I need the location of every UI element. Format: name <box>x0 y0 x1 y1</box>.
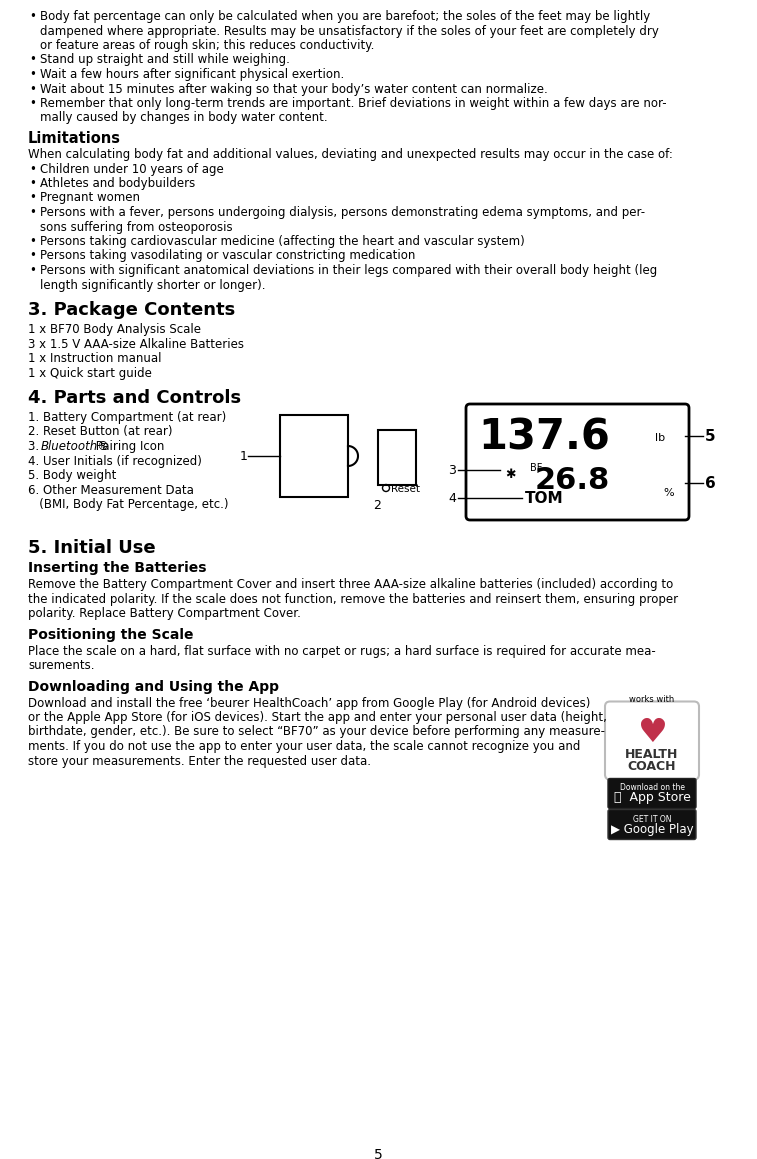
Text: ▶ Google Play: ▶ Google Play <box>611 824 693 837</box>
Text: 4. Parts and Controls: 4. Parts and Controls <box>28 389 241 407</box>
Text: TOM: TOM <box>525 491 564 506</box>
Text: 1 x Instruction manual: 1 x Instruction manual <box>28 352 161 365</box>
Text: •: • <box>29 206 36 219</box>
Text: Persons taking cardiovascular medicine (affecting the heart and vascular system): Persons taking cardiovascular medicine (… <box>40 235 525 248</box>
Text: Athletes and bodybuilders: Athletes and bodybuilders <box>40 177 195 190</box>
Text: or the Apple App Store (for iOS devices). Start the app and enter your personal : or the Apple App Store (for iOS devices)… <box>28 710 607 724</box>
Text: Bluetooth®: Bluetooth® <box>41 440 110 453</box>
Text: length significantly shorter or longer).: length significantly shorter or longer). <box>40 278 266 292</box>
Text: birthdate, gender, etc.). Be sure to select “BF70” as your device before perform: birthdate, gender, etc.). Be sure to sel… <box>28 726 605 738</box>
Text: 4: 4 <box>448 493 456 505</box>
Text: (BMI, Body Fat Percentage, etc.): (BMI, Body Fat Percentage, etc.) <box>28 498 229 511</box>
Text: sons suffering from osteoporosis: sons suffering from osteoporosis <box>40 220 232 233</box>
Text: Reset: Reset <box>391 484 420 494</box>
Text: Body fat percentage can only be calculated when you are barefoot; the soles of t: Body fat percentage can only be calculat… <box>40 10 650 23</box>
Text:   App Store:  App Store <box>614 792 690 804</box>
Text: works with: works with <box>629 694 674 704</box>
Text: 5: 5 <box>374 1149 383 1159</box>
Text: 4. User Initials (if recognized): 4. User Initials (if recognized) <box>28 454 202 467</box>
FancyBboxPatch shape <box>608 779 696 809</box>
Text: •: • <box>29 177 36 190</box>
Text: 5: 5 <box>705 429 715 444</box>
Text: Remember that only long-term trends are important. Brief deviations in weight wi: Remember that only long-term trends are … <box>40 97 667 110</box>
Text: Place the scale on a hard, flat surface with no carpet or rugs; a hard surface i: Place the scale on a hard, flat surface … <box>28 644 656 657</box>
Text: 3. Package Contents: 3. Package Contents <box>28 301 235 319</box>
Text: ✱: ✱ <box>505 468 516 481</box>
Text: 3.: 3. <box>28 440 43 453</box>
Text: COACH: COACH <box>628 760 676 773</box>
Text: Limitations: Limitations <box>28 131 121 146</box>
Text: BF: BF <box>530 462 542 473</box>
Text: •: • <box>29 162 36 175</box>
Text: polarity. Replace Battery Compartment Cover.: polarity. Replace Battery Compartment Co… <box>28 607 301 620</box>
FancyBboxPatch shape <box>608 809 696 839</box>
FancyBboxPatch shape <box>605 701 699 780</box>
Text: 3 x 1.5 V AAA-size Alkaline Batteries: 3 x 1.5 V AAA-size Alkaline Batteries <box>28 337 244 350</box>
Text: •: • <box>29 53 36 66</box>
Text: Wait about 15 minutes after waking so that your body’s water content can normali: Wait about 15 minutes after waking so th… <box>40 82 548 95</box>
Bar <box>280 415 348 497</box>
Text: 6: 6 <box>705 476 716 491</box>
Text: lb: lb <box>655 433 665 443</box>
Text: or feature areas of rough skin; this reduces conductivity.: or feature areas of rough skin; this red… <box>40 39 375 52</box>
Text: •: • <box>29 68 36 81</box>
Text: Pairing Icon: Pairing Icon <box>92 440 164 453</box>
Text: •: • <box>29 191 36 204</box>
Text: •: • <box>29 235 36 248</box>
Text: •: • <box>29 264 36 277</box>
Text: Inserting the Batteries: Inserting the Batteries <box>28 561 207 575</box>
Text: ♥: ♥ <box>637 716 667 750</box>
Text: When calculating body fat and additional values, deviating and unexpected result: When calculating body fat and additional… <box>28 148 673 161</box>
Text: Stand up straight and still while weighing.: Stand up straight and still while weighi… <box>40 53 290 66</box>
Text: •: • <box>29 82 36 95</box>
Text: GET IT ON: GET IT ON <box>633 815 671 824</box>
Text: Persons taking vasodilating or vascular constricting medication: Persons taking vasodilating or vascular … <box>40 249 416 262</box>
Text: the indicated polarity. If the scale does not func​tion, remove the batteries an: the indicated polarity. If the scale doe… <box>28 592 678 605</box>
Text: store your measurements. Enter the requested user data.: store your measurements. Enter the reque… <box>28 755 371 767</box>
Text: 2: 2 <box>373 500 381 512</box>
Text: Persons with a fever, persons undergoing dialysis, persons demonstrating edema s: Persons with a fever, persons undergoing… <box>40 206 645 219</box>
Text: 1: 1 <box>240 450 248 462</box>
Text: ments. If you do not use the app to enter your user data, the scale cannot recog: ments. If you do not use the app to ente… <box>28 739 581 753</box>
Text: 1 x BF70 Body Analysis Scale: 1 x BF70 Body Analysis Scale <box>28 323 201 336</box>
Text: •: • <box>29 249 36 262</box>
Text: %: % <box>663 488 674 498</box>
Text: 1. Battery Compartment (at rear): 1. Battery Compartment (at rear) <box>28 411 226 424</box>
Text: 3: 3 <box>448 464 456 478</box>
Text: 6. Other Measurement Data: 6. Other Measurement Data <box>28 483 194 496</box>
Text: mally caused by changes in body water content.: mally caused by changes in body water co… <box>40 111 328 124</box>
Text: 5. Body weight: 5. Body weight <box>28 469 117 482</box>
Text: 2. Reset Button (at rear): 2. Reset Button (at rear) <box>28 425 173 438</box>
Text: 1 x Quick start guide: 1 x Quick start guide <box>28 366 152 379</box>
Text: surements.: surements. <box>28 659 95 672</box>
Text: Remove the Battery Compartment Cover and insert three AAA-size alkaline batterie: Remove the Battery Compartment Cover and… <box>28 578 673 591</box>
Text: Persons with significant anatomical deviations in their legs compared with their: Persons with significant anatomical devi… <box>40 264 657 277</box>
Bar <box>378 430 416 484</box>
Text: •: • <box>29 10 36 23</box>
Text: Children under 10 years of age: Children under 10 years of age <box>40 162 224 175</box>
Text: Download and install the free ‘beurer HealthCoach’ app from Google Play (for And: Download and install the free ‘beurer He… <box>28 697 590 709</box>
Text: 5. Initial Use: 5. Initial Use <box>28 539 156 557</box>
FancyBboxPatch shape <box>466 404 689 520</box>
Text: dampened where appropriate. Results may be unsatisfactory if the soles of your f: dampened where appropriate. Results may … <box>40 24 659 37</box>
Text: HEALTH: HEALTH <box>625 749 679 761</box>
Text: Wait a few hours after significant physical exertion.: Wait a few hours after significant physi… <box>40 68 344 81</box>
Text: •: • <box>29 97 36 110</box>
Text: 26.8: 26.8 <box>535 466 610 495</box>
Text: 137.6: 137.6 <box>478 416 610 458</box>
Text: Download on the: Download on the <box>619 783 684 793</box>
Text: Pregnant women: Pregnant women <box>40 191 140 204</box>
Text: Downloading and Using the App: Downloading and Using the App <box>28 679 279 693</box>
Text: Positioning the Scale: Positioning the Scale <box>28 627 194 641</box>
